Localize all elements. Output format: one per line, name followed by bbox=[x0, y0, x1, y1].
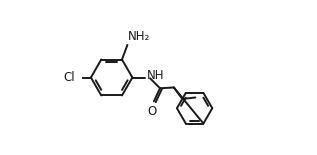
Text: Cl: Cl bbox=[64, 71, 75, 84]
Text: NH: NH bbox=[147, 69, 164, 82]
Text: NH₂: NH₂ bbox=[128, 30, 150, 43]
Text: O: O bbox=[148, 105, 157, 118]
